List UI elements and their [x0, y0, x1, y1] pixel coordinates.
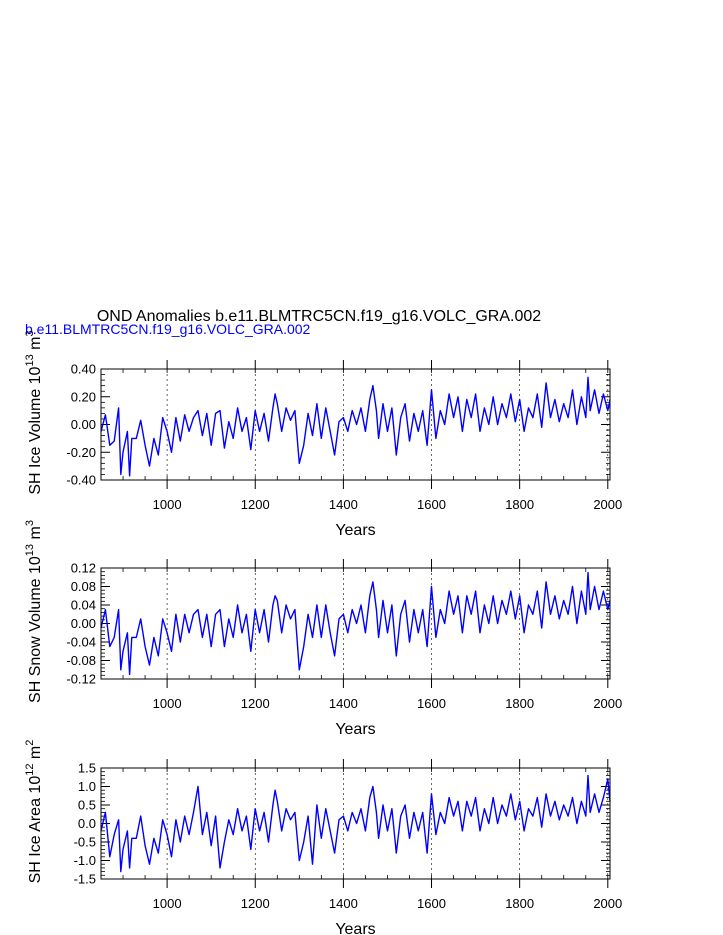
y-axis-label: SH Ice Volume 1013 m3	[24, 330, 44, 494]
y-tick-label: -0.04	[66, 635, 96, 650]
y-axis-label-ylabel-unit: m	[27, 746, 44, 764]
y-tick-label: 0.04	[71, 598, 96, 613]
y-axis-label-ylabel-unit-sup: 3	[24, 330, 36, 336]
figure-subtitle: b.e11.BLMTRC5CN.f19_g16.VOLC_GRA.002	[25, 321, 311, 337]
plot-frame-2	[100, 567, 611, 680]
x-tick-label-2000: 2000	[593, 896, 622, 911]
x-axis-label: Years	[335, 522, 375, 539]
x-tick-label-1000: 1000	[153, 896, 182, 911]
y-tick-label: 1.5	[78, 761, 96, 776]
y-tick-label: -0.08	[66, 653, 96, 668]
plot-frame-1	[100, 368, 611, 481]
x-tick-label-1600: 1600	[417, 696, 446, 711]
y-tick-label: -1.0	[74, 853, 96, 868]
y-axis-label-ylabel: SH Snow Volume 10	[27, 556, 44, 703]
panel-3: 1000 1200 1400 1600 1800 2000 -1.5 -1.0 -0.5 0.0 0…	[24, 740, 622, 935]
y-axis-label-ylabel: SH Ice Area 10	[27, 776, 44, 884]
y-axis-label-ylabel-unit-sup: 3	[24, 520, 36, 526]
y-axis-label-ylabel-sup: 13	[24, 544, 36, 556]
figure-title: OND Anomalies b.e11.BLMTRC5CN.f19_g16.VO…	[97, 308, 541, 325]
y-tick-label: 1.0	[78, 779, 96, 794]
y-tick-label: 0.0	[78, 816, 96, 831]
y-tick-label: -0.40	[66, 473, 96, 488]
x-tick-label-1400: 1400	[329, 696, 358, 711]
y-tick-label: 0.20	[71, 389, 96, 404]
panel-2: 1000 1200 1400 1600 1800 2000 -0.12 -0.08 -0.04 0…	[24, 520, 622, 738]
y-tick-label: -1.5	[74, 872, 96, 887]
x-tick-label-1200: 1200	[241, 896, 270, 911]
y-tick-label: 0.5	[78, 798, 96, 813]
y-tick-label: -0.20	[66, 445, 96, 460]
y-axis-label: SH Ice Area 1012 m2	[24, 740, 44, 884]
series-line-1	[100, 376, 611, 477]
y-axis-label-ylabel: SH Ice Volume 10	[27, 366, 44, 494]
y-tick-label: 0.00	[71, 616, 96, 631]
x-axis-label: Years	[335, 921, 375, 935]
x-axis-label: Years	[335, 721, 375, 738]
x-tick-label-1800: 1800	[505, 497, 534, 512]
y-tick-label: 0.00	[71, 417, 96, 432]
plot-frame-3	[100, 767, 611, 880]
y-tick-label: 0.40	[71, 362, 96, 377]
x-tick-label-1400: 1400	[329, 896, 358, 911]
y-tick-label: -0.12	[66, 672, 96, 687]
y-axis-label-ylabel-unit: m	[27, 526, 44, 544]
y-axis-label-ylabel-unit: m	[27, 337, 44, 355]
x-tick-label-1400: 1400	[329, 497, 358, 512]
series-line-2	[100, 571, 611, 676]
y-tick-label: -0.5	[74, 835, 96, 850]
y-axis-label: SH Snow Volume 1013 m3	[24, 520, 44, 703]
x-tick-label-1600: 1600	[417, 896, 446, 911]
y-tick-label: 0.12	[71, 561, 96, 576]
x-tick-label-2000: 2000	[593, 497, 622, 512]
x-tick-label-1000: 1000	[153, 497, 182, 512]
x-tick-label-2000: 2000	[593, 696, 622, 711]
y-axis-label-ylabel-unit-sup: 2	[24, 740, 36, 746]
x-tick-label-1000: 1000	[153, 696, 182, 711]
panel-1: 1000 1200 1400 1600 1800 2000 -0.40 -0.20 0.00 0.…	[24, 330, 622, 539]
y-axis-label-ylabel-sup: 13	[24, 354, 36, 366]
x-tick-label-1800: 1800	[505, 696, 534, 711]
series-line-3	[100, 774, 611, 873]
x-tick-label-1600: 1600	[417, 497, 446, 512]
x-tick-label-1800: 1800	[505, 896, 534, 911]
x-tick-label-1200: 1200	[241, 696, 270, 711]
y-tick-label: 0.08	[71, 579, 96, 594]
x-tick-label-1200: 1200	[241, 497, 270, 512]
y-axis-label-ylabel-sup: 12	[24, 764, 36, 776]
